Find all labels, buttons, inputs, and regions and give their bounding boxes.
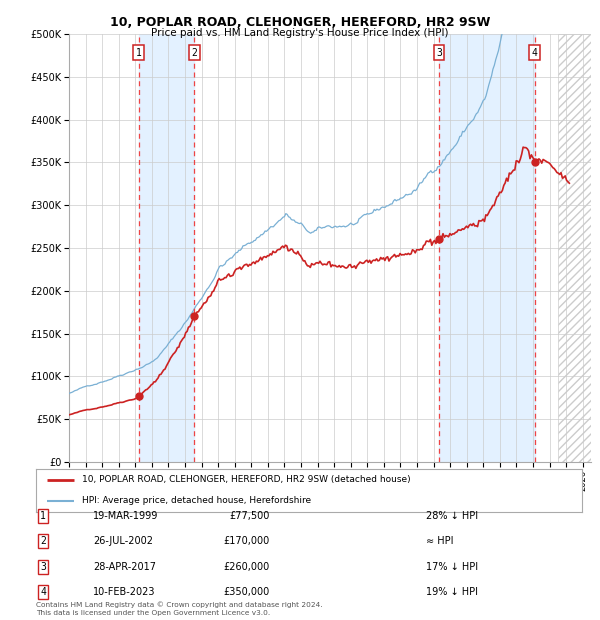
Text: HPI: Average price, detached house, Herefordshire: HPI: Average price, detached house, Here… [82,497,311,505]
Bar [558,34,591,462]
Bar [139,34,194,462]
Text: 28-APR-2017: 28-APR-2017 [93,562,156,572]
Text: ≈ HPI: ≈ HPI [426,536,454,546]
Text: £77,500: £77,500 [230,511,270,521]
Text: Price paid vs. HM Land Registry's House Price Index (HPI): Price paid vs. HM Land Registry's House … [151,28,449,38]
Text: 4: 4 [40,587,46,597]
Text: 10-FEB-2023: 10-FEB-2023 [93,587,155,597]
Text: Contains HM Land Registry data © Crown copyright and database right 2024.
This d: Contains HM Land Registry data © Crown c… [36,601,323,616]
Text: 10, POPLAR ROAD, CLEHONGER, HEREFORD, HR2 9SW (detached house): 10, POPLAR ROAD, CLEHONGER, HEREFORD, HR… [82,476,411,484]
Text: 19-MAR-1999: 19-MAR-1999 [93,511,158,521]
Text: 3: 3 [40,562,46,572]
Bar [439,34,535,462]
Text: 4: 4 [532,48,538,58]
Text: 3: 3 [436,48,442,58]
Text: 10, POPLAR ROAD, CLEHONGER, HEREFORD, HR2 9SW: 10, POPLAR ROAD, CLEHONGER, HEREFORD, HR… [110,16,490,29]
Text: £170,000: £170,000 [224,536,270,546]
Text: 1: 1 [136,48,142,58]
Text: 17% ↓ HPI: 17% ↓ HPI [426,562,478,572]
Text: £350,000: £350,000 [224,587,270,597]
Text: 28% ↓ HPI: 28% ↓ HPI [426,511,478,521]
Text: 26-JUL-2002: 26-JUL-2002 [93,536,153,546]
Text: 2: 2 [191,48,197,58]
Text: 2: 2 [40,536,46,546]
Text: 1: 1 [40,511,46,521]
Text: £260,000: £260,000 [224,562,270,572]
Text: 19% ↓ HPI: 19% ↓ HPI [426,587,478,597]
